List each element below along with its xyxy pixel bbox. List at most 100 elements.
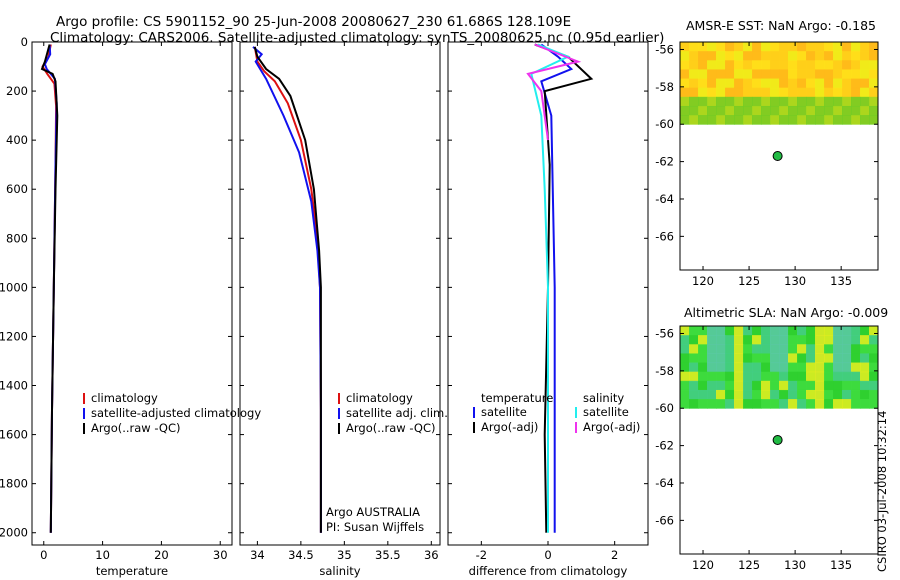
heatmap-cell [779,371,789,382]
heatmap-cell [761,60,771,70]
series-line-argo-adj- [526,43,582,141]
annotation-argo-australia: Argo AUSTRALIA [326,505,420,519]
heatmap-cell [788,87,798,98]
heatmap-cell [725,344,735,354]
heatmap-cell [788,60,798,70]
heatmap-cell [707,389,717,400]
heatmap-cell [734,60,744,70]
heatmap-cell [788,362,798,373]
heatmap-cell [761,335,771,345]
heatmap-cell [698,335,708,345]
map-y-tick-label: -58 [655,80,674,94]
heatmap-cell [698,399,708,409]
heatmap-cell [707,326,717,336]
heatmap-cell [680,371,690,382]
heatmap-cell [806,353,816,364]
heatmap-cell [806,87,816,98]
heatmap-cell [734,105,744,116]
x-tick-label: 30 [213,548,228,562]
map-frame [679,325,879,555]
heatmap-cell [680,389,690,400]
map-y-tick-label: -60 [655,117,674,131]
heatmap-field [680,42,878,125]
map-y-tick-label: -60 [655,401,674,415]
heatmap-cell [842,335,852,345]
heatmap-cell [707,60,717,70]
x-tick-label: 35 [337,548,352,562]
heatmap-cell [797,371,807,382]
heatmap-cell [842,69,852,80]
heatmap-cell [824,399,834,409]
legend-entry-salinity: satellite adj. clim. [346,406,448,420]
heatmap-cell [869,326,878,336]
heatmap-cell [734,399,744,409]
heatmap-cell [851,371,861,382]
heatmap-cell [743,326,753,336]
heatmap-cell [860,96,870,107]
heatmap-cell [770,115,780,125]
heatmap-cell [824,69,834,80]
heatmap-cell [824,335,834,345]
map-y-tick-label: -62 [655,439,674,453]
x-tick-label: 20 [154,548,169,562]
heatmap-cell [707,69,717,80]
heatmap-cell [725,399,735,409]
heatmap-cell [806,69,816,80]
heatmap-cell [752,69,762,80]
heatmap-cell [734,353,744,364]
heatmap-cell [734,115,744,125]
x-axis-label: temperature [96,564,168,578]
heatmap-cell [680,42,690,52]
heatmap-cell [806,326,816,336]
heatmap-cell [752,399,762,409]
heatmap-cell [716,87,726,98]
heatmap-cell [689,335,699,345]
heatmap-cell [779,105,789,116]
heatmap-cell [716,78,726,89]
heatmap-cell [824,344,834,354]
series-line-satellite-adj-clim- [252,46,322,533]
heatmap-cell [761,399,771,409]
heatmap-cell [725,78,735,89]
heatmap-cell [734,389,744,400]
heatmap-cell [815,96,825,107]
heatmap-cell [860,60,870,70]
heatmap-cell [743,87,753,98]
map-x-tick-label: 130 [784,274,806,288]
heatmap-cell [869,344,878,354]
heatmap-cell [860,42,870,52]
heatmap-cell [680,344,690,354]
heatmap-cell [761,69,771,80]
heatmap-cell [860,335,870,345]
heatmap-cell [752,105,762,116]
heatmap-cell [707,380,717,391]
heatmap-cell [833,69,843,80]
map-x-tick-label: 125 [738,558,760,572]
heatmap-cell [770,105,780,116]
heatmap-cell [815,326,825,336]
heatmap-cell [698,115,708,125]
heatmap-cell [698,96,708,107]
heatmap-cell [689,51,699,61]
heatmap-cell [842,105,852,116]
heatmap-cell [770,87,780,98]
heatmap-cell [779,344,789,354]
heatmap-cell [689,380,699,391]
heatmap-cell [770,96,780,107]
heatmap-cell [752,344,762,354]
heatmap-cell [770,353,780,364]
heatmap-cell [725,96,735,107]
heatmap-cell [743,42,753,52]
heatmap-cell [860,399,870,409]
heatmap-cell [779,42,789,52]
heatmap-cell [824,87,834,98]
heatmap-cell [761,78,771,89]
heatmap-cell [761,105,771,116]
heatmap-cell [698,87,708,98]
heatmap-cell [842,51,852,61]
heatmap-cell [761,380,771,391]
heatmap-cell [833,96,843,107]
heatmap-cell [869,105,878,116]
heatmap-cell [743,389,753,400]
heatmap-cell [869,353,878,364]
